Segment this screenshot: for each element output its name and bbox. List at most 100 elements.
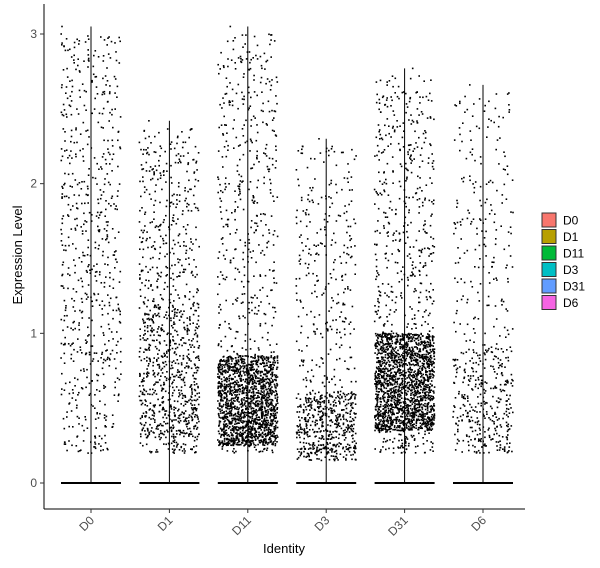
data-point [93, 108, 96, 110]
data-point [250, 412, 253, 414]
data-point [388, 365, 391, 368]
data-point [192, 435, 194, 438]
data-point [344, 450, 346, 453]
data-point [180, 373, 183, 376]
data-point [242, 358, 244, 360]
data-point [189, 323, 191, 325]
data-point [333, 404, 335, 406]
data-point [233, 428, 235, 430]
data-point [226, 223, 229, 226]
data-point [159, 225, 161, 227]
data-point [274, 426, 277, 428]
data-point [298, 434, 300, 436]
data-point [60, 240, 63, 242]
data-point [245, 411, 247, 414]
data-point [410, 397, 412, 399]
data-point [243, 387, 246, 390]
data-point [328, 394, 331, 397]
data-point [218, 424, 221, 426]
data-point [276, 402, 279, 405]
data-point [261, 401, 264, 404]
data-point [219, 68, 221, 70]
data-point [240, 378, 242, 380]
data-point [173, 147, 176, 150]
data-point [249, 425, 251, 428]
data-point [142, 377, 145, 379]
data-point [156, 360, 158, 362]
data-point [234, 337, 237, 340]
data-point [350, 356, 353, 359]
data-point [177, 294, 179, 296]
data-point [257, 370, 260, 372]
data-point [220, 441, 223, 444]
data-point [411, 67, 414, 70]
data-point [68, 196, 70, 199]
data-point [237, 411, 240, 413]
data-point [145, 279, 147, 281]
data-point [225, 415, 227, 418]
data-point [250, 364, 252, 367]
data-point [182, 378, 185, 380]
data-point [189, 188, 191, 191]
data-point [338, 357, 341, 360]
data-point [140, 399, 143, 402]
data-point [139, 399, 141, 402]
data-point [118, 183, 121, 185]
data-point [227, 65, 229, 68]
data-point [175, 206, 177, 209]
data-point [256, 186, 258, 189]
data-point [190, 210, 193, 212]
data-point [342, 151, 344, 154]
data-point [257, 396, 259, 399]
data-point [263, 182, 265, 185]
data-point [276, 385, 278, 387]
data-point [331, 421, 334, 423]
data-point [267, 429, 269, 431]
data-point [152, 168, 154, 170]
data-point [314, 452, 317, 455]
data-point [269, 381, 272, 384]
data-point [244, 355, 246, 357]
data-point [329, 395, 331, 398]
data-point [267, 360, 270, 363]
data-point [346, 367, 349, 370]
data-point [246, 372, 248, 375]
data-point [348, 171, 350, 173]
data-point [107, 241, 110, 244]
data-point [265, 60, 267, 63]
data-point [146, 349, 148, 351]
data-point [254, 306, 257, 309]
data-point [81, 83, 84, 85]
data-point [258, 381, 261, 383]
data-point [87, 296, 89, 298]
data-point [241, 436, 244, 438]
data-point [232, 397, 235, 400]
data-point [232, 303, 234, 305]
data-point [239, 370, 242, 373]
data-point [227, 405, 230, 408]
data-point [305, 432, 307, 434]
data-point [421, 369, 423, 371]
data-point [250, 368, 252, 370]
data-point [239, 158, 241, 161]
data-point [314, 178, 316, 180]
data-point [233, 440, 236, 442]
data-point [234, 427, 237, 430]
data-point [146, 326, 149, 329]
data-point [106, 80, 109, 82]
data-point [185, 232, 188, 235]
data-point [169, 340, 172, 343]
data-point [154, 421, 156, 423]
data-point [106, 237, 108, 240]
data-point [103, 281, 106, 284]
data-point [65, 113, 68, 116]
data-point [172, 451, 174, 454]
data-point [388, 370, 391, 372]
data-point [228, 323, 230, 325]
data-point [152, 388, 154, 391]
data-point [322, 408, 325, 410]
data-point [156, 266, 158, 269]
data-point [185, 372, 188, 374]
data-point [139, 417, 142, 420]
data-point [256, 156, 258, 159]
